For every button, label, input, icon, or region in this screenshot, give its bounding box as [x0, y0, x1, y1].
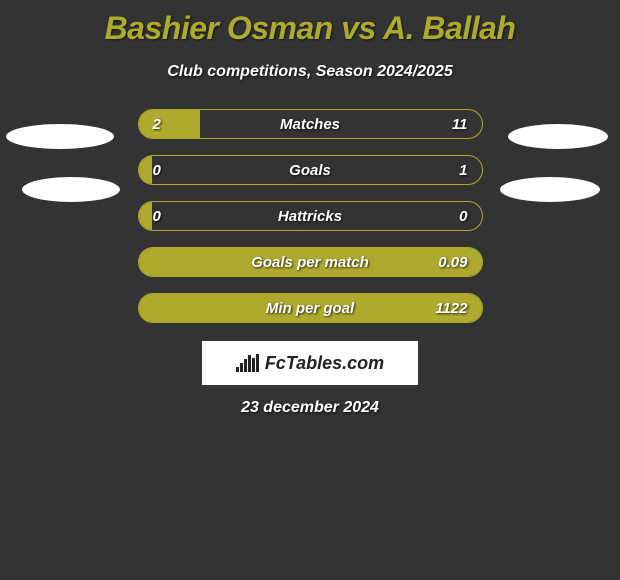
bar-fill-left — [139, 110, 201, 138]
page-subtitle: Club competitions, Season 2024/2025 — [0, 63, 620, 81]
bar-fill-right — [152, 156, 481, 184]
logo-icon-bar — [244, 359, 247, 372]
logo: FcTables.com — [202, 341, 418, 385]
bar-fill-left — [139, 294, 482, 322]
comparison-bar-row: 00Hattricks — [138, 201, 483, 231]
comparison-chart: 211Matches 01Goals 00Hattricks 0.09Goals pe… — [0, 109, 620, 323]
bar-fill-left — [139, 248, 482, 276]
bar-fill-left — [139, 202, 153, 230]
logo-icon-bar — [256, 354, 259, 372]
logo-icon-bar — [252, 358, 255, 372]
logo-icon-bar — [248, 355, 251, 372]
logo-text: FcTables.com — [265, 353, 384, 374]
comparison-bar-row: 0.09Goals per match — [138, 247, 483, 277]
bar-fill-right — [200, 110, 481, 138]
comparison-bar-row: 1122Min per goal — [138, 293, 483, 323]
comparison-bar-row: 211Matches — [138, 109, 483, 139]
logo-icon-bar — [236, 367, 239, 372]
page-title: Bashier Osman vs A. Ballah — [0, 0, 620, 47]
logo-icon-bar — [240, 363, 243, 372]
comparison-bar-row: 01Goals — [138, 155, 483, 185]
date-label: 23 december 2024 — [0, 399, 620, 417]
bar-chart-icon — [236, 354, 259, 372]
bar-fill-left — [139, 156, 153, 184]
bar-fill-right — [152, 202, 481, 230]
